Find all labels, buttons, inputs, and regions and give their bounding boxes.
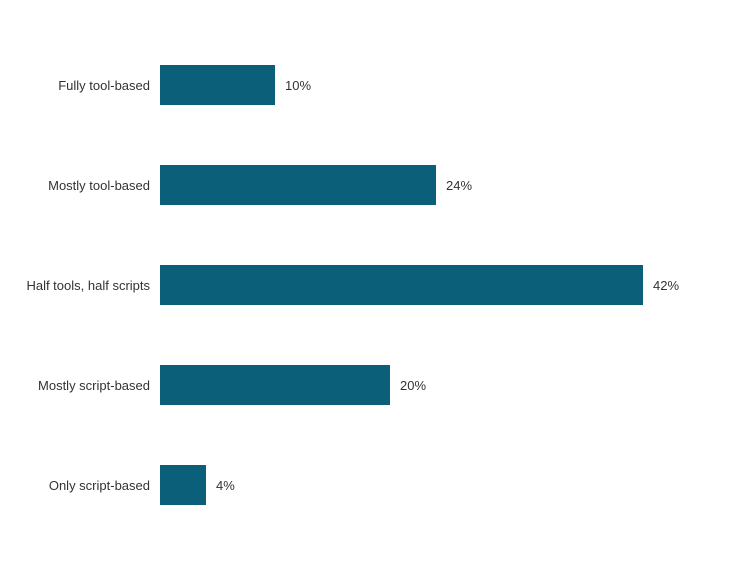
category-label: Mostly script-based <box>0 378 160 393</box>
bar-row: Half tools, half scripts 42% <box>0 235 713 335</box>
bar-row: Mostly tool-based 24% <box>0 135 713 235</box>
bar <box>160 265 643 305</box>
category-label: Half tools, half scripts <box>0 278 160 293</box>
bar-row: Fully tool-based 10% <box>0 35 713 135</box>
bar <box>160 65 275 105</box>
bar <box>160 165 436 205</box>
bar-chart: Fully tool-based 10% Mostly tool-based 2… <box>0 0 733 566</box>
value-label: 24% <box>436 178 472 193</box>
bar-area: 42% <box>160 235 713 335</box>
value-label: 4% <box>206 478 235 493</box>
bar-area: 20% <box>160 335 713 435</box>
category-label: Fully tool-based <box>0 78 160 93</box>
value-label: 20% <box>390 378 426 393</box>
bar-area: 24% <box>160 135 713 235</box>
bar-area: 4% <box>160 435 713 535</box>
bar-row: Mostly script-based 20% <box>0 335 713 435</box>
category-label: Only script-based <box>0 478 160 493</box>
bar-area: 10% <box>160 35 713 135</box>
value-label: 42% <box>643 278 679 293</box>
bar-row: Only script-based 4% <box>0 435 713 535</box>
bar <box>160 465 206 505</box>
value-label: 10% <box>275 78 311 93</box>
category-label: Mostly tool-based <box>0 178 160 193</box>
bar <box>160 365 390 405</box>
